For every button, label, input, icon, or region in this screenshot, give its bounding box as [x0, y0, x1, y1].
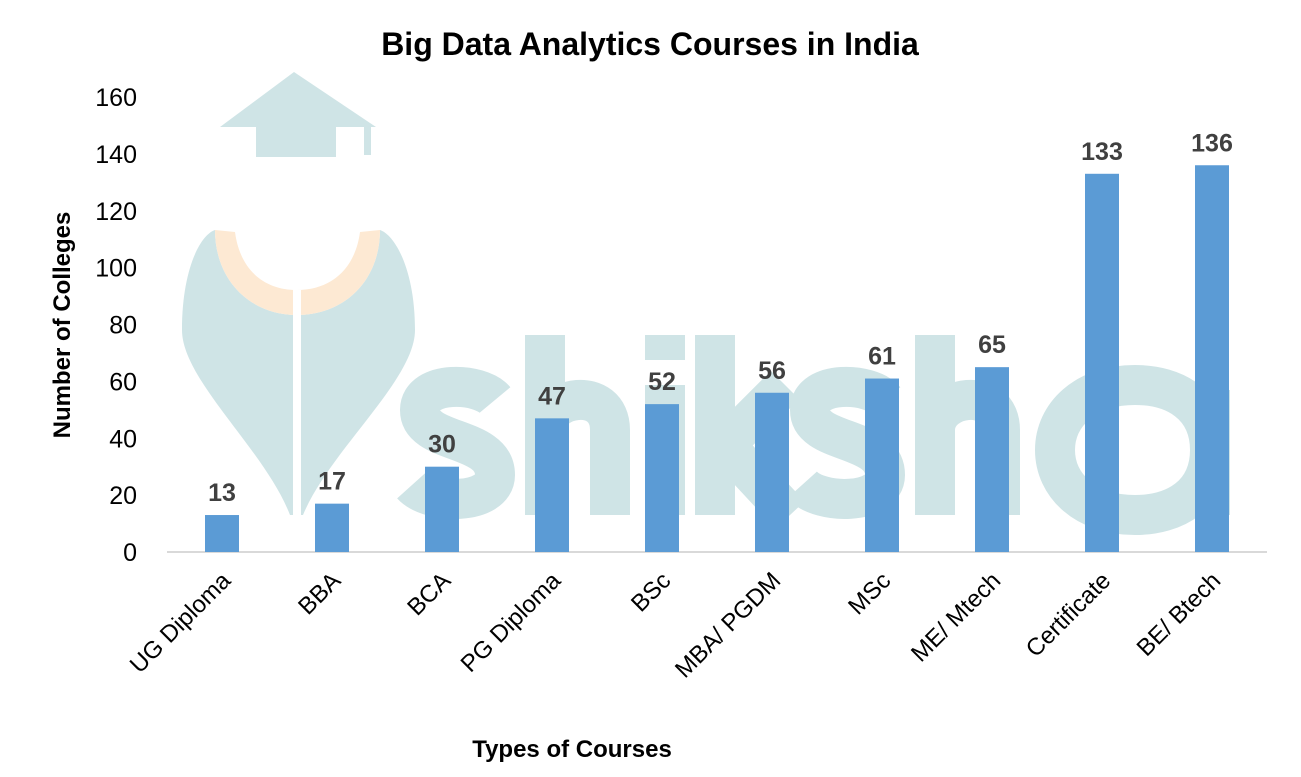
bar — [865, 378, 899, 552]
watermark-cap-icon — [220, 72, 376, 127]
watermark-accent-arc — [215, 230, 380, 315]
data-label: 17 — [318, 468, 346, 496]
data-label: 56 — [758, 357, 786, 385]
y-tick-label: 160 — [95, 84, 137, 112]
data-label: 61 — [868, 343, 896, 371]
x-tick-label: MBA/ PGDM — [670, 567, 786, 683]
bar — [645, 404, 679, 552]
y-axis-label: Number of Colleges — [49, 212, 76, 439]
bar — [205, 515, 239, 552]
chart-title: Big Data Analytics Courses in India — [381, 26, 919, 62]
y-tick-label: 40 — [109, 425, 137, 453]
data-label: 30 — [428, 431, 456, 459]
watermark-tassel — [364, 127, 371, 155]
watermark-letter-s2 — [787, 366, 905, 519]
data-label: 47 — [538, 382, 566, 410]
data-label: 13 — [208, 479, 236, 507]
x-axis-label: Types of Courses — [472, 736, 672, 763]
x-tick-label: UG Diploma — [125, 567, 237, 679]
data-label: 65 — [978, 331, 1006, 359]
data-label: 136 — [1191, 129, 1233, 157]
watermark-cap-base — [256, 127, 336, 157]
bar — [425, 466, 459, 552]
data-label: 133 — [1081, 138, 1123, 166]
y-tick-label: 80 — [109, 312, 137, 340]
data-label: 52 — [648, 368, 676, 396]
y-tick-label: 140 — [95, 141, 137, 169]
bar — [755, 392, 789, 552]
x-tick-label: BSc — [626, 567, 676, 617]
bar — [535, 418, 569, 552]
y-tick-label: 100 — [95, 255, 137, 283]
bar — [1195, 165, 1229, 552]
x-tick-label: MSc — [843, 567, 896, 620]
x-tick-label: BCA — [402, 567, 456, 621]
x-tick-label: PG Diploma — [456, 567, 567, 678]
watermark-nib-slit — [293, 290, 301, 515]
y-tick-label: 0 — [123, 539, 137, 567]
bar — [315, 503, 349, 552]
watermark-letter-a — [1035, 365, 1230, 535]
x-tick-label: ME/ Mtech — [906, 567, 1006, 667]
x-tick-label: Certificate — [1021, 567, 1116, 662]
bar — [975, 367, 1009, 552]
x-tick-label: BBA — [293, 567, 346, 620]
bar — [1085, 173, 1119, 552]
x-tick-label: BE/ Btech — [1132, 567, 1227, 662]
y-tick-label: 20 — [109, 482, 137, 510]
watermark-letter-s — [397, 366, 515, 519]
shiksha-watermark-logo — [182, 72, 1230, 535]
y-tick-label: 120 — [95, 198, 137, 226]
y-tick-label: 60 — [109, 368, 137, 396]
